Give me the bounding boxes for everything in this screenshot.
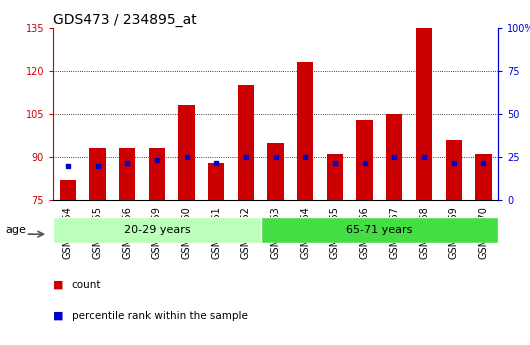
Bar bbox=[90, 148, 105, 200]
Text: age: age bbox=[5, 226, 26, 235]
Text: percentile rank within the sample: percentile rank within the sample bbox=[72, 311, 248, 321]
Bar bbox=[208, 163, 224, 200]
Text: ■: ■ bbox=[53, 280, 64, 289]
Text: 20-29 years: 20-29 years bbox=[123, 225, 190, 235]
Bar bbox=[238, 85, 254, 200]
Bar bbox=[53, 217, 261, 243]
Bar bbox=[119, 148, 135, 200]
Bar bbox=[386, 114, 402, 200]
Text: ■: ■ bbox=[53, 311, 64, 321]
Bar bbox=[297, 62, 313, 200]
Bar bbox=[475, 154, 491, 200]
Bar bbox=[446, 140, 462, 200]
Bar bbox=[179, 105, 195, 200]
Bar bbox=[60, 180, 76, 200]
Text: GDS473 / 234895_at: GDS473 / 234895_at bbox=[53, 12, 197, 27]
Bar bbox=[416, 28, 432, 200]
Bar bbox=[327, 154, 343, 200]
Bar bbox=[261, 217, 498, 243]
Text: 65-71 years: 65-71 years bbox=[346, 225, 413, 235]
Bar bbox=[268, 142, 284, 200]
Bar bbox=[149, 148, 165, 200]
Bar bbox=[357, 120, 373, 200]
Text: count: count bbox=[72, 280, 101, 289]
